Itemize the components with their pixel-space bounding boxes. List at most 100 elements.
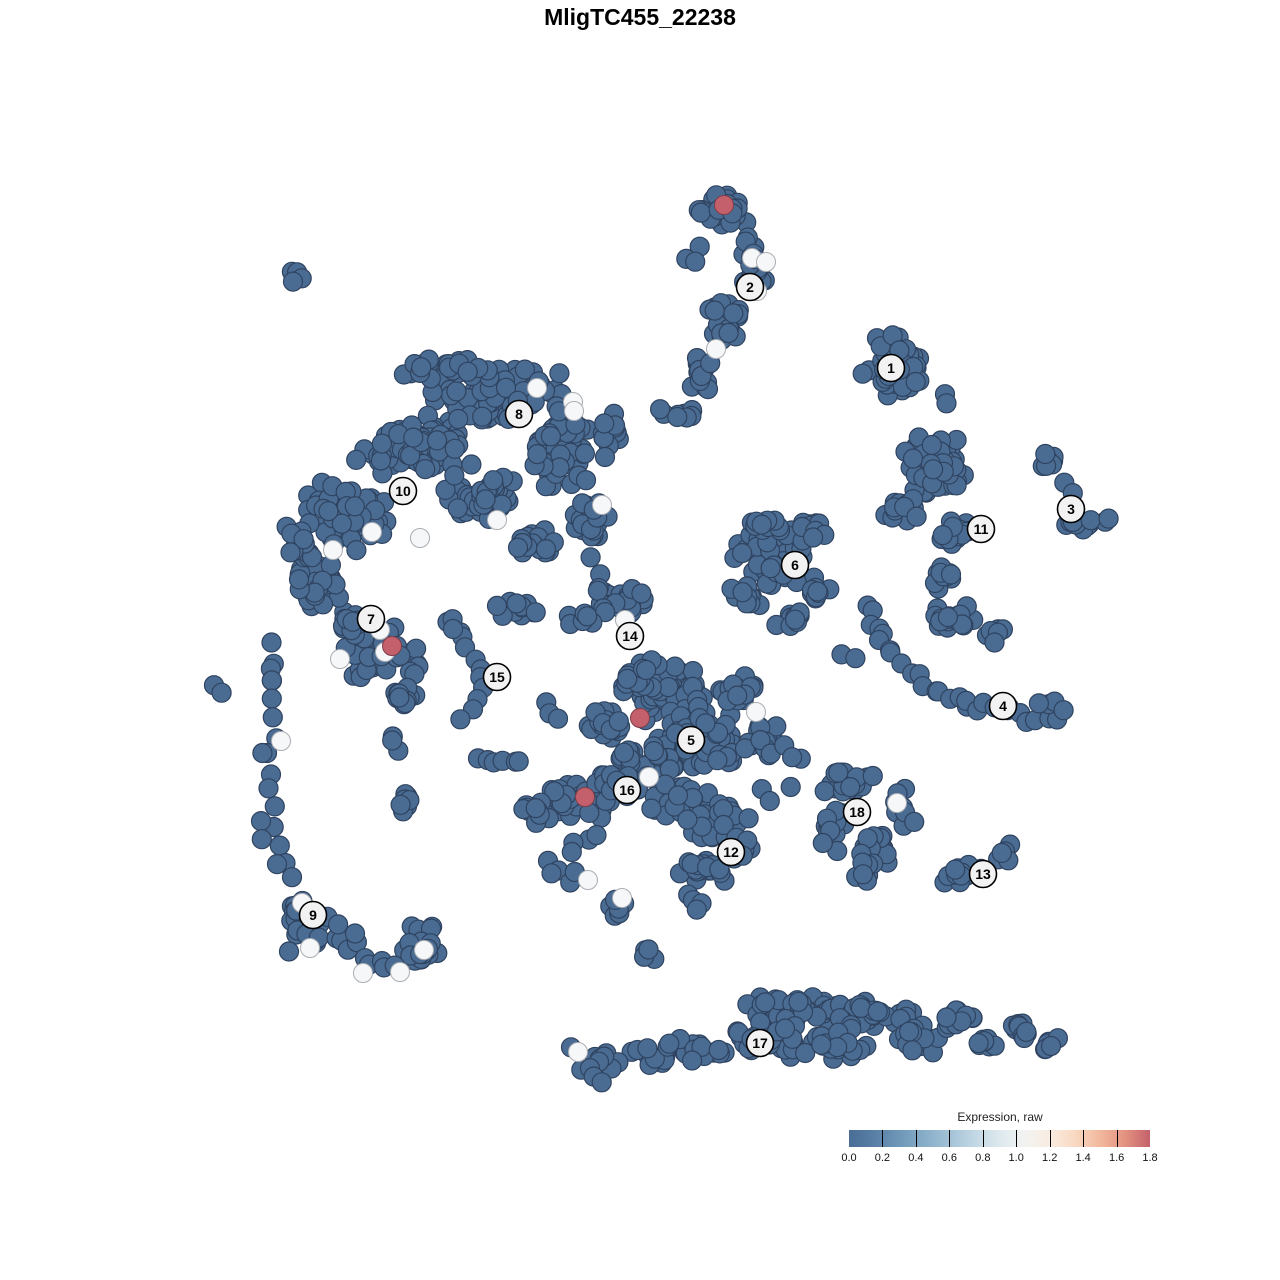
cluster-label-circle (745, 1028, 775, 1058)
cluster-label-circle (298, 900, 328, 930)
cell-point (681, 1050, 703, 1071)
colorbar-tick (882, 1130, 884, 1147)
cluster-label-text: 1 (887, 360, 895, 376)
cluster-label-text: 4 (999, 698, 1007, 714)
cell-point (751, 514, 772, 535)
cell-point (318, 501, 339, 522)
cell-point (608, 711, 629, 732)
cell-point (252, 742, 273, 764)
cluster-label-text: 3 (1067, 501, 1075, 517)
cluster-label-text: 11 (974, 521, 989, 537)
cell-point (544, 781, 565, 802)
cell-point (586, 824, 607, 846)
cell-point (561, 841, 582, 863)
cell-point (591, 1072, 612, 1093)
cell-point (643, 740, 665, 762)
cell-point (774, 1018, 796, 1039)
cluster-label-text: 18 (849, 804, 865, 820)
cell-point (442, 618, 464, 640)
cell-point-white (353, 963, 373, 983)
cell-point (814, 780, 835, 802)
cluster-label-circle (876, 353, 906, 383)
cell-point (945, 859, 966, 880)
cluster-label-13: 13 (968, 859, 998, 889)
cell-point-red (714, 195, 734, 215)
cluster-label-8: 8 (504, 399, 534, 429)
cluster-label-16: 16 (612, 775, 642, 805)
cell-point (759, 790, 780, 812)
cell-point (540, 426, 562, 447)
cell-point (475, 489, 496, 510)
cluster-label-circle (988, 691, 1018, 721)
cell-point (390, 794, 411, 815)
cluster-label-5: 5 (676, 725, 706, 755)
cluster-label-12: 12 (716, 837, 746, 867)
cluster-label-circle (780, 550, 810, 580)
colorbar-tick (1083, 1130, 1085, 1147)
cell-point (613, 742, 635, 763)
cluster-label-circle (842, 797, 872, 827)
colorbar-tick (1116, 1130, 1118, 1147)
legend-tick-label: 1.8 (1142, 1152, 1158, 1164)
legend-tick-label: 0.0 (841, 1152, 857, 1164)
cell-point (784, 609, 806, 630)
cluster-label-circle (356, 604, 386, 634)
cell-point-white (746, 702, 766, 722)
cell-point (902, 448, 924, 469)
legend-tick-label: 1.6 (1108, 1152, 1125, 1164)
cluster-label-circle (482, 662, 512, 692)
cell-point (840, 776, 861, 798)
cell-point (780, 776, 801, 798)
cell-point (371, 433, 392, 454)
cell-point (734, 738, 756, 759)
cell-point (574, 443, 596, 464)
cell-point-white (592, 495, 612, 515)
cell-point (269, 835, 290, 856)
cell-point (344, 496, 365, 517)
cell-point (435, 479, 456, 500)
cell-point (828, 762, 849, 783)
cell-point (850, 997, 872, 1019)
colorbar-tick (915, 1130, 917, 1147)
cell-point (486, 595, 508, 617)
cell-point (483, 470, 504, 491)
cell-point (444, 438, 465, 459)
cell-point-white (578, 870, 598, 890)
cell-point (904, 811, 925, 833)
cell-point-white (330, 649, 350, 669)
cell-point (261, 688, 282, 709)
cell-point (264, 796, 285, 817)
cell-point-white (612, 888, 632, 908)
cell-point (507, 537, 529, 558)
cell-point (457, 361, 478, 382)
cell-point (382, 730, 403, 751)
cluster-label-9: 9 (298, 900, 328, 930)
cell-point (667, 785, 689, 806)
cell-point (807, 581, 828, 602)
cell-point (932, 524, 953, 546)
cluster-label-3: 3 (1056, 494, 1086, 524)
cell-point (707, 750, 728, 771)
cell-point (898, 1021, 920, 1042)
cell-point (738, 808, 759, 829)
cell-point (649, 399, 671, 420)
cluster-label-circle (504, 399, 534, 429)
cell-point (845, 648, 866, 669)
cell-point (328, 914, 349, 935)
cell-point (288, 569, 310, 590)
cell-point (261, 670, 282, 691)
cell-point (1035, 443, 1056, 465)
cell-point-white (300, 938, 320, 958)
cell-point (281, 867, 303, 888)
cell-point (968, 1032, 989, 1054)
cluster-label-17: 17 (745, 1028, 775, 1058)
cell-point (514, 359, 536, 380)
cell-point (936, 1007, 957, 1028)
cell-point-white (414, 940, 434, 960)
plot-title: MligTC455_22238 (544, 4, 736, 30)
cluster-label-circle (966, 514, 996, 544)
cell-point (852, 864, 874, 885)
colorbar-tick (982, 1130, 984, 1147)
cell-point (587, 580, 609, 601)
